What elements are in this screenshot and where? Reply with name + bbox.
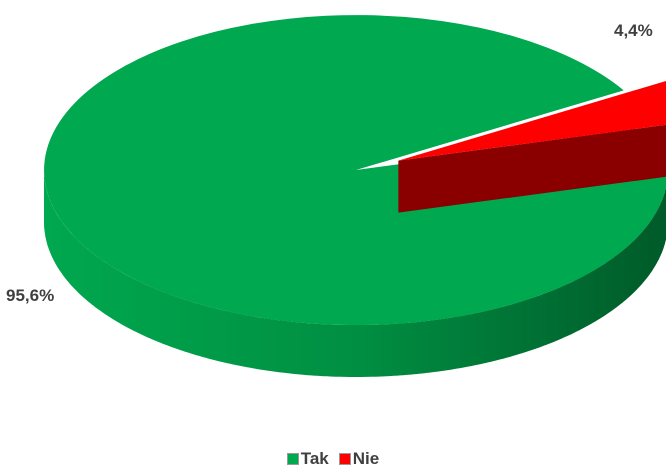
pie-slice-nie xyxy=(398,81,666,213)
legend-label-tak: Tak xyxy=(300,449,329,468)
data-label-nie: 4,4% xyxy=(614,21,653,40)
pie-side-tak xyxy=(44,170,666,377)
legend-item-tak: Tak xyxy=(286,449,329,469)
legend-swatch-tak xyxy=(286,453,299,465)
pie-slices xyxy=(44,15,666,377)
legend-item-nie: Nie xyxy=(338,449,380,469)
legend-label-nie: Nie xyxy=(352,449,380,468)
pie-top-nie xyxy=(398,81,666,161)
pie-cut-nie xyxy=(398,124,666,213)
legend-swatch-nie xyxy=(338,453,351,465)
pie-top-tak xyxy=(44,15,666,326)
pie-slice-tak xyxy=(44,15,666,377)
data-label-tak: 95,6% xyxy=(6,286,54,305)
legend: Tak Nie xyxy=(0,449,666,469)
